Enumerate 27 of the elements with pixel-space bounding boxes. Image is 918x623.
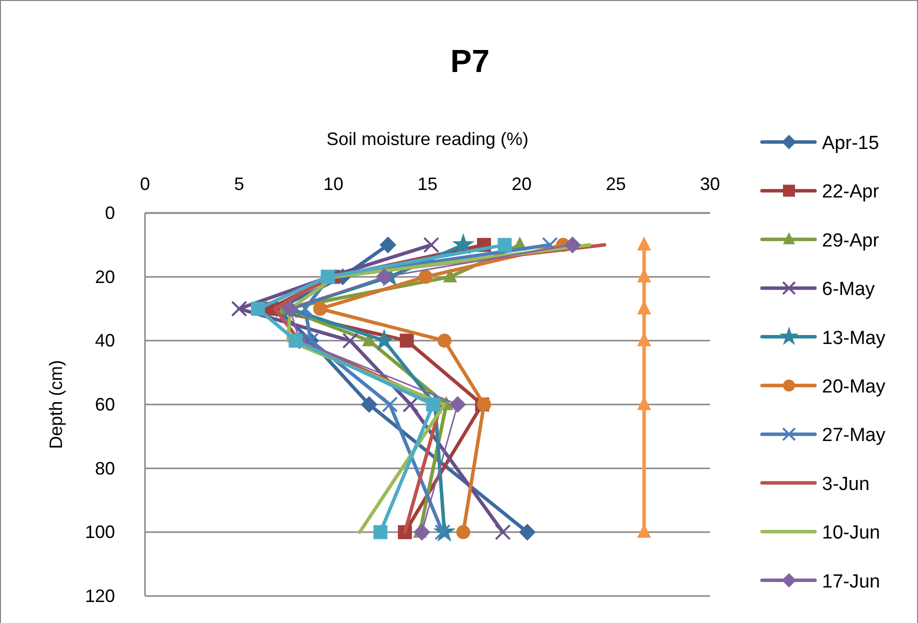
y-tick-label: 0: [104, 203, 115, 223]
x-tick-label: 10: [323, 174, 344, 194]
legend-label: 27-May: [822, 425, 886, 446]
legend-label: 17-Jun: [822, 571, 880, 592]
y-tick-label: 100: [84, 522, 115, 542]
y-tick-label: 40: [94, 330, 115, 351]
legend-label: Apr-15: [822, 133, 880, 154]
chart-title: P7: [450, 43, 490, 79]
x-tick-label: 0: [140, 174, 150, 194]
legend-label: 3-Jun: [822, 474, 870, 495]
legend-label: 13-May: [822, 328, 886, 349]
y-tick-label: 20: [94, 266, 115, 287]
legend-label: 29-Apr: [822, 230, 880, 252]
legend-label: 6-May: [822, 279, 876, 300]
x-axis-title: Soil moisture reading (%): [326, 129, 529, 149]
legend-label: 10-Jun: [822, 522, 880, 544]
x-tick-label: 30: [700, 174, 720, 194]
y-tick-label: 80: [94, 458, 115, 478]
x-tick-label: 5: [234, 174, 244, 194]
y-axis-title: Depth (cm): [46, 360, 66, 450]
x-tick-label: 25: [606, 174, 626, 194]
legend-label: 22-Apr: [822, 182, 880, 203]
x-tick-label: 20: [512, 174, 532, 194]
legend-label: 20-May: [822, 376, 886, 398]
y-tick-label: 60: [94, 394, 115, 414]
y-tick-label: 120: [84, 586, 115, 606]
x-tick-label: 15: [417, 174, 438, 194]
